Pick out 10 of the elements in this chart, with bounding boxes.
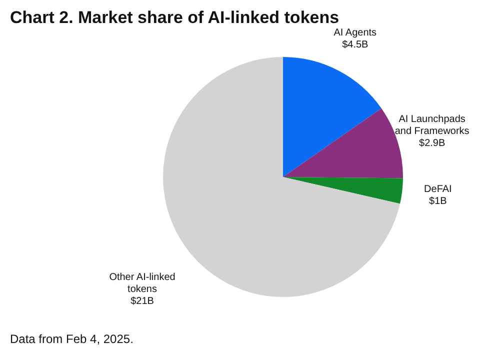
slice-label: DeFAI <box>424 184 452 196</box>
chart-title: Chart 2. Market share of AI-linked tokens <box>10 8 340 28</box>
data-label: $4.5B <box>342 39 369 50</box>
data-label: $21B <box>130 296 154 307</box>
slice-label: AI Agents <box>334 27 377 38</box>
text: Data from Feb 4, 2025. <box>10 332 134 346</box>
data-label: $1B <box>429 196 448 208</box>
slice-label: Other AI-linked tokens <box>109 272 176 295</box>
slice-label: AI Launchpads and Frameworks <box>394 114 470 137</box>
data-label: $2.9B <box>419 138 446 149</box>
